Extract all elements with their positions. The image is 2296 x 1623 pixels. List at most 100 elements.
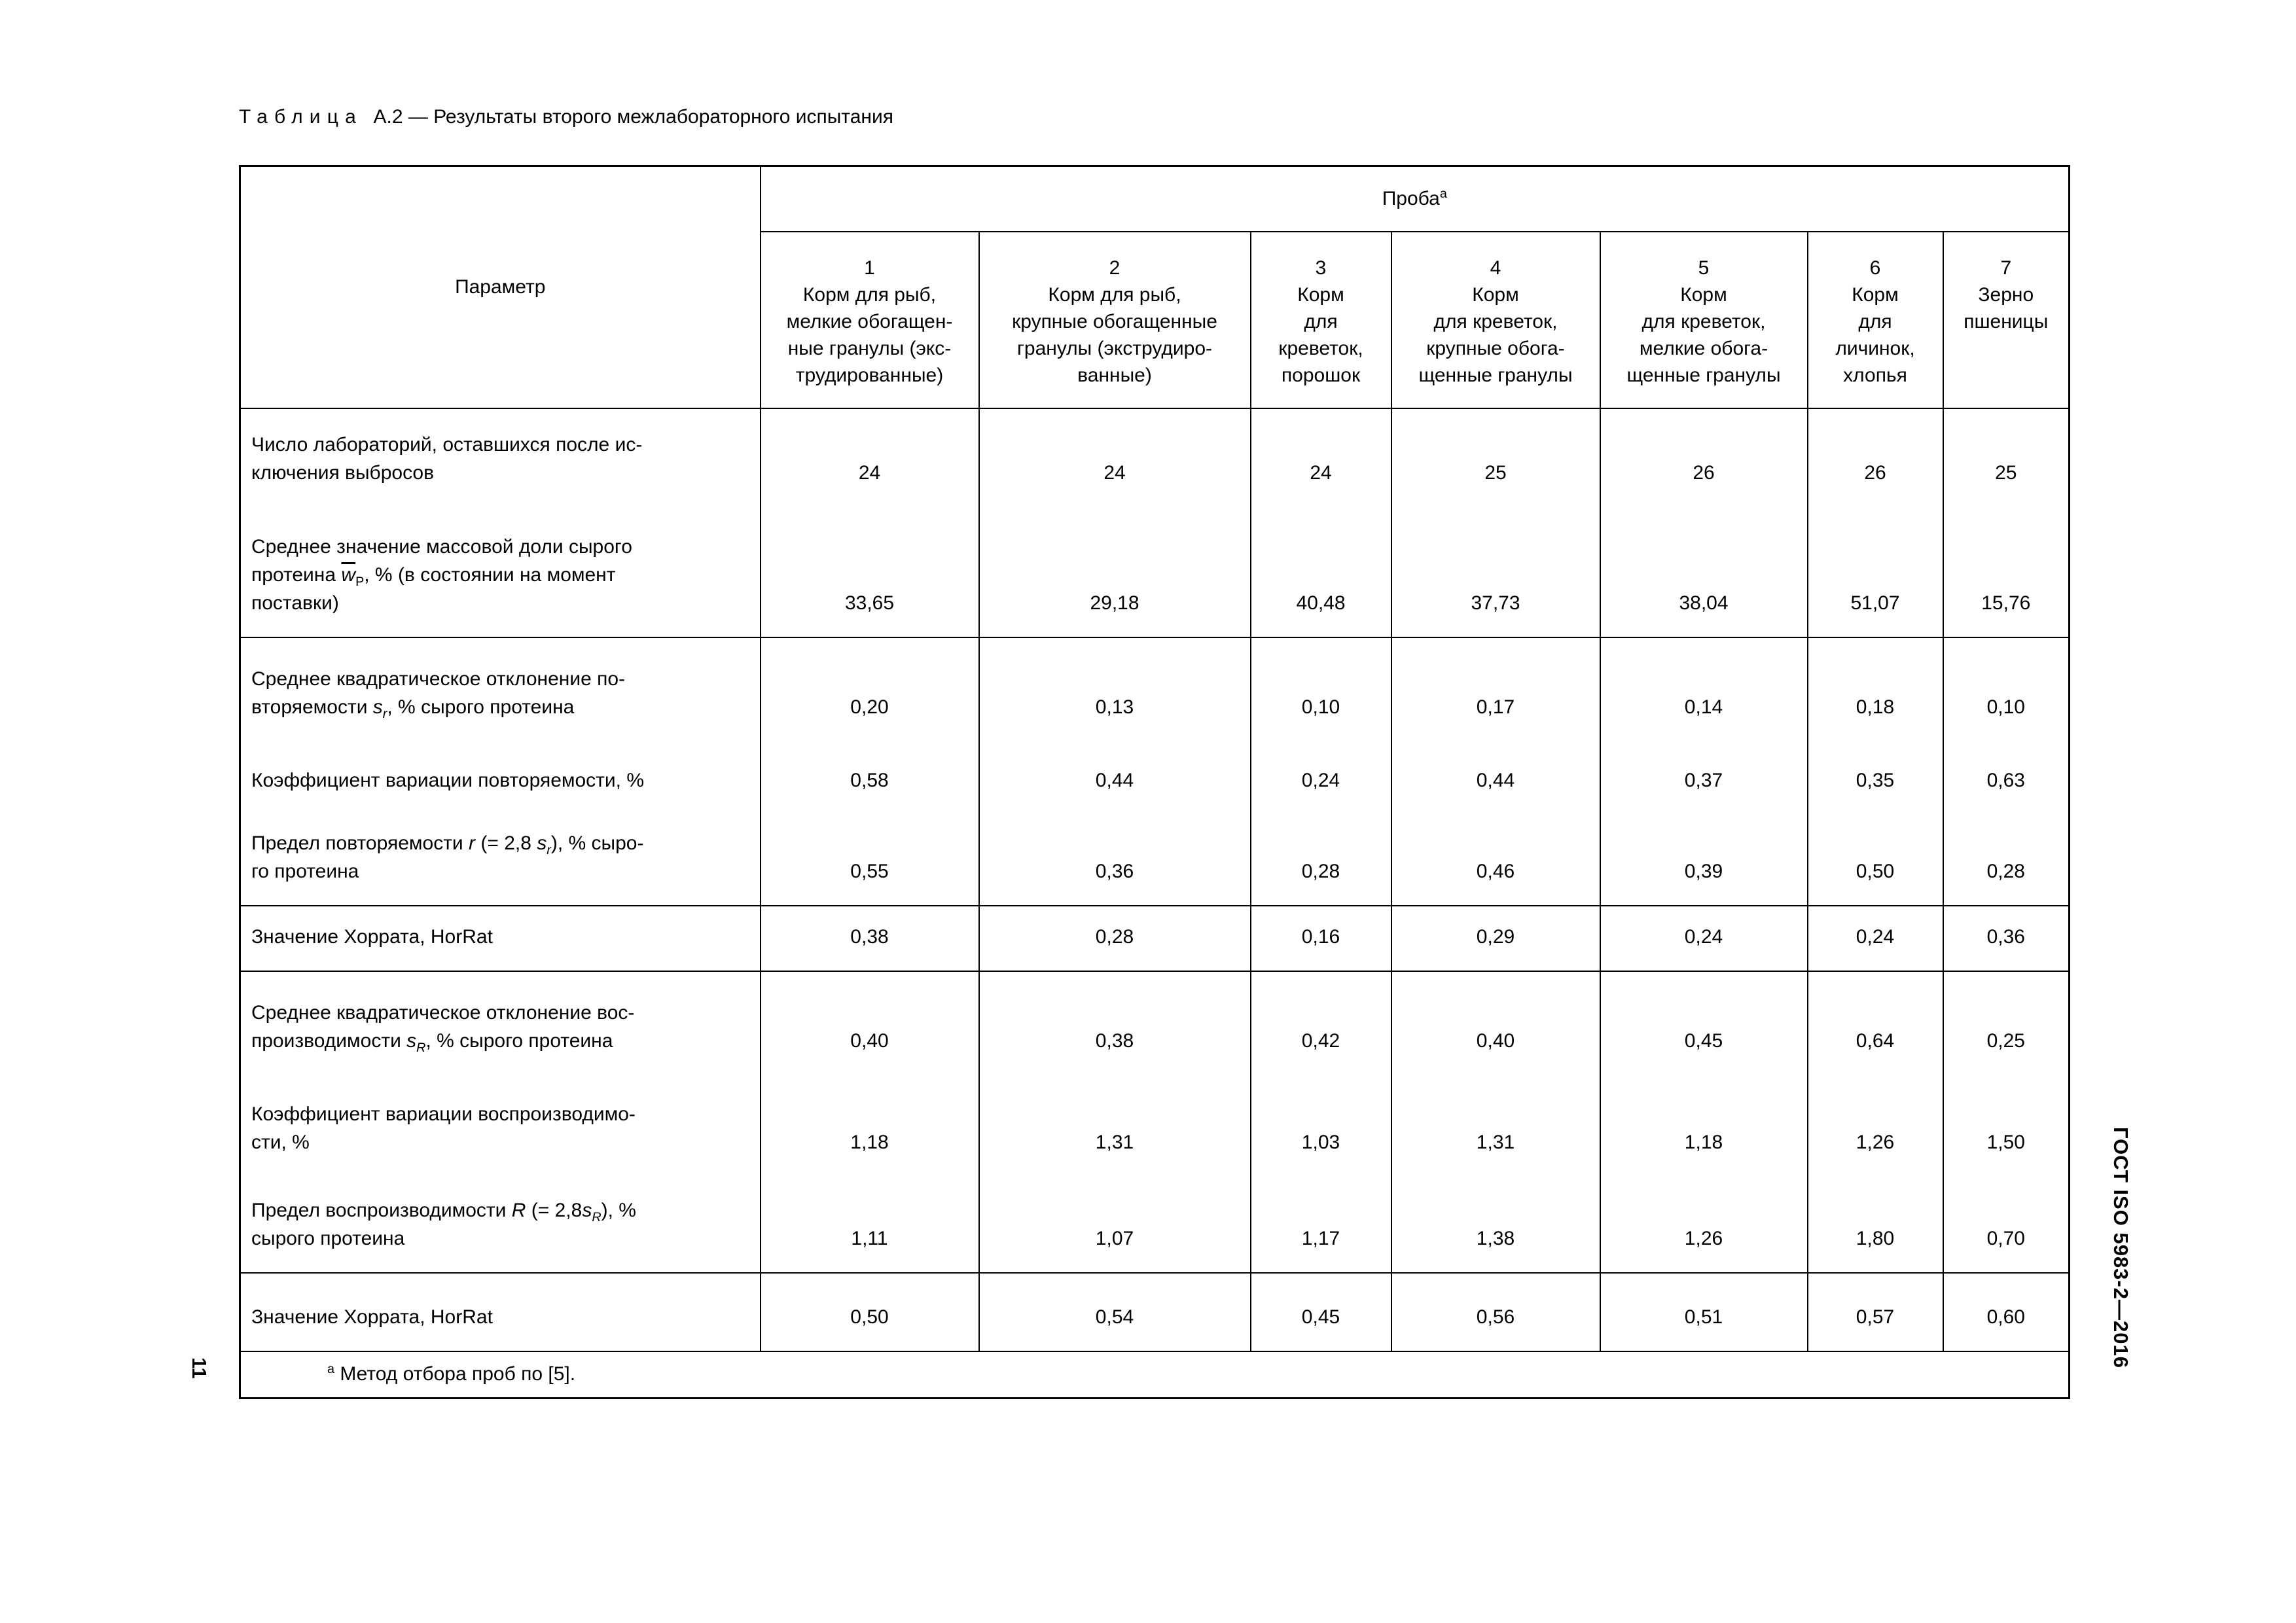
value-cell: 0,16 <box>1249 904 1392 971</box>
row-label: Коэффициент вариации воспроизводимо-сти,… <box>239 1074 761 1176</box>
column-description: Корм для креветок, крупные обога- щенные… <box>1418 283 1573 386</box>
value-cell: 0,57 <box>1806 1272 1944 1351</box>
sample-column-header-5: 5 Корм для креветок, мелкие обога- щенны… <box>1599 231 1808 409</box>
value-cell: 0,38 <box>759 904 980 971</box>
row-label: Число лабораторий, оставшихся после ис-к… <box>239 408 761 507</box>
table-row: Значение Хоррата, HorRat 0,50 0,54 0,45 … <box>239 1272 2070 1351</box>
column-description: Корм для рыб, крупные обогащенные гранул… <box>1012 283 1217 386</box>
sample-column-header-7: 7 Зерно пшеницы <box>1942 231 2070 409</box>
value-cell: 0,24 <box>1599 904 1808 971</box>
header-row-columns: 1 Корм для рыб, мелкие обогащен- ные гра… <box>240 231 2070 409</box>
value-cell: 0,55 <box>759 813 980 906</box>
column-number: 6 <box>1869 257 1881 279</box>
value-cell: 0,24 <box>1249 740 1392 814</box>
row-label: Значение Хоррата, HorRat <box>239 1272 761 1351</box>
value-cell: 0,40 <box>1390 970 1601 1075</box>
value-cell: 37,73 <box>1390 506 1601 637</box>
sample-column-header-3: 3 Корм для креветок, порошок <box>1249 231 1392 409</box>
value-cell: 33,65 <box>759 506 980 637</box>
value-cell: 0,42 <box>1249 970 1392 1075</box>
value-cell: 1,26 <box>1599 1175 1808 1273</box>
value-cell: 0,28 <box>1942 813 2070 906</box>
value-cell: 1,03 <box>1249 1074 1392 1176</box>
table-footnote: a Метод отбора проб по [5]. <box>239 1350 2070 1399</box>
page-number: 11 <box>188 1357 211 1379</box>
caption-text: А.2 — Результаты второго межлабораторног… <box>373 106 893 128</box>
value-cell: 0,28 <box>1249 813 1392 906</box>
value-cell: 0,20 <box>759 636 980 741</box>
value-cell: 1,80 <box>1806 1175 1944 1273</box>
value-cell: 0,40 <box>759 970 980 1075</box>
value-cell: 26 <box>1599 408 1808 507</box>
value-cell: 1,17 <box>1249 1175 1392 1273</box>
value-cell: 1,38 <box>1390 1175 1601 1273</box>
value-cell: 0,25 <box>1942 970 2070 1075</box>
param-header-cell: Параметр <box>239 166 761 409</box>
value-cell: 51,07 <box>1806 506 1944 637</box>
table-row: Предел повторяемости r (= 2,8 sr), % сыр… <box>239 813 2070 906</box>
value-cell: 0,10 <box>1942 636 2070 741</box>
row-label: Среднее квадратическое отклонение по-вто… <box>239 636 761 741</box>
table-row: Коэффициент вариации повторяемости, % 0,… <box>239 740 2070 814</box>
row-label: Коэффициент вариации повторяемости, % <box>239 740 761 814</box>
value-cell: 1,11 <box>759 1175 980 1273</box>
value-cell: 0,14 <box>1599 636 1808 741</box>
sample-group-header-cell: Пробаa <box>759 166 2070 232</box>
value-cell: 0,64 <box>1806 970 1944 1075</box>
results-table: Параметр Пробаa 1 Корм для рыб, мелкие о… <box>239 165 2071 1399</box>
sample-column-header-2: 2 Корм для рыб, крупные обогащенные гран… <box>978 231 1251 409</box>
value-cell: 38,04 <box>1599 506 1808 637</box>
table-row: Среднее квадратическое отклонение по-вто… <box>239 636 2070 741</box>
value-cell: 1,18 <box>1599 1074 1808 1176</box>
row-label: Среднее значение массовой доли сырого про… <box>239 506 761 637</box>
value-cell: 0,10 <box>1249 636 1392 741</box>
standard-designation: ГОСТ ISO 5983-2—2016 <box>2109 1127 2132 1368</box>
value-cell: 0,38 <box>978 970 1251 1075</box>
value-cell: 0,56 <box>1390 1272 1601 1351</box>
value-cell: 0,18 <box>1806 636 1944 741</box>
value-cell: 0,24 <box>1806 904 1944 971</box>
value-cell: 0,36 <box>1942 904 2070 971</box>
value-cell: 1,31 <box>1390 1074 1601 1176</box>
value-cell: 0,50 <box>759 1272 980 1351</box>
value-cell: 0,54 <box>978 1272 1251 1351</box>
sample-column-header-4: 4 Корм для креветок, крупные обога- щенн… <box>1390 231 1601 409</box>
value-cell: 0,45 <box>1599 970 1808 1075</box>
value-cell: 1,50 <box>1942 1074 2070 1176</box>
value-cell: 24 <box>759 408 980 507</box>
value-cell: 0,45 <box>1249 1272 1392 1351</box>
footnote-row: a Метод отбора проб по [5]. <box>239 1350 2070 1399</box>
table-row: Предел воспроизводимости R (= 2,8sR), % с… <box>239 1175 2070 1273</box>
value-cell: 0,37 <box>1599 740 1808 814</box>
value-cell: 0,36 <box>978 813 1251 906</box>
value-cell: 0,50 <box>1806 813 1944 906</box>
sample-column-header-6: 6 Корм для личинок, хлопья <box>1806 231 1944 409</box>
value-cell: 0,46 <box>1390 813 1601 906</box>
column-description: Корм для креветок, мелкие обога- щенные … <box>1626 283 1781 386</box>
value-cell: 1,31 <box>978 1074 1251 1176</box>
value-cell: 1,18 <box>759 1074 980 1176</box>
value-cell: 25 <box>1942 408 2070 507</box>
value-cell: 1,26 <box>1806 1074 1944 1176</box>
column-number: 1 <box>864 257 875 279</box>
value-cell: 40,48 <box>1249 506 1392 637</box>
caption-word: Таблица <box>239 106 363 128</box>
value-cell: 24 <box>1249 408 1392 507</box>
column-number: 3 <box>1315 257 1327 279</box>
value-cell: 24 <box>978 408 1251 507</box>
column-number: 7 <box>2000 257 2012 279</box>
value-cell: 0,70 <box>1942 1175 2070 1273</box>
value-cell: 0,60 <box>1942 1272 2070 1351</box>
column-number: 4 <box>1490 257 1501 279</box>
value-cell: 26 <box>1806 408 1944 507</box>
value-cell: 0,13 <box>978 636 1251 741</box>
value-cell: 25 <box>1390 408 1601 507</box>
value-cell: 0,39 <box>1599 813 1808 906</box>
table-caption: Таблица А.2 — Результаты второго межлабор… <box>239 106 893 128</box>
value-cell: 0,17 <box>1390 636 1601 741</box>
column-description: Корм для личинок, хлопья <box>1835 283 1915 386</box>
column-description: Корм для креветок, порошок <box>1278 283 1363 386</box>
row-label: Предел повторяемости r (= 2,8 sr), % сыр… <box>239 813 761 906</box>
value-cell: 0,44 <box>1390 740 1601 814</box>
